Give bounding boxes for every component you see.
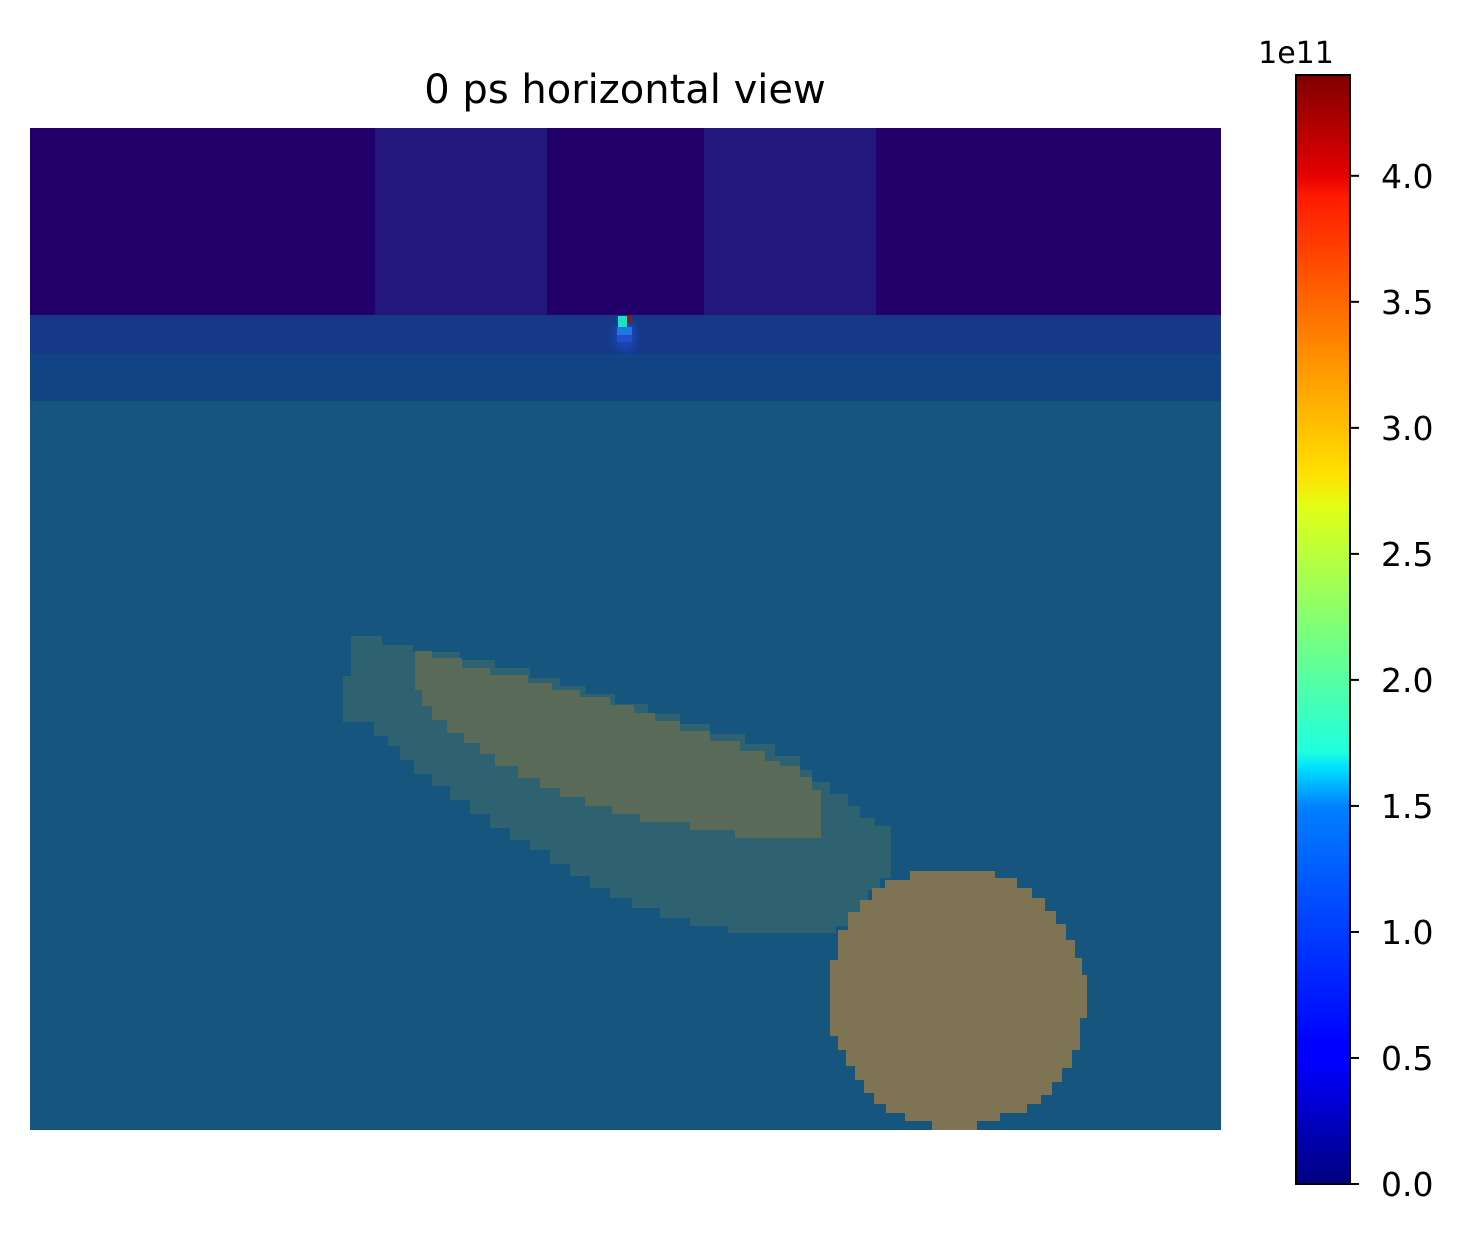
air-light-band-left bbox=[375, 128, 547, 315]
lobe-inner bbox=[415, 651, 821, 838]
colorbar-tick-label: 3.0 bbox=[1381, 409, 1433, 448]
chart-title: 0 ps horizontal view bbox=[424, 67, 825, 113]
colorbar-tick-label: 1.0 bbox=[1381, 913, 1433, 952]
field-hotspot bbox=[613, 315, 637, 352]
heatmap-image bbox=[30, 128, 1221, 1130]
hotspot-cell-high bbox=[618, 316, 627, 327]
colorbar-tick-label: 3.5 bbox=[1381, 283, 1433, 322]
colorbar-offset-text: 1e11 bbox=[1258, 36, 1334, 71]
colorbar-tick-label: 1.5 bbox=[1381, 787, 1433, 826]
air-light-band-right bbox=[704, 128, 876, 315]
colorbar-tick-label: 4.0 bbox=[1381, 157, 1433, 196]
hotspot-cell-low bbox=[617, 334, 632, 342]
colorbar: 1e11 0.0 0.5 1.0 1.5 2.0 2.5 3.0 3.5 4.0 bbox=[1258, 36, 1433, 1204]
colorbar-tick-label: 2.5 bbox=[1381, 535, 1433, 574]
hotspot-cell-peak bbox=[627, 315, 632, 323]
colorbar-tick-label: 0.5 bbox=[1381, 1039, 1433, 1078]
colorbar-tick-label: 0.0 bbox=[1381, 1165, 1433, 1204]
colorbar-gradient bbox=[1295, 74, 1351, 1185]
colorbar-ticks: 0.0 0.5 1.0 1.5 2.0 2.5 3.0 3.5 4.0 bbox=[1350, 157, 1433, 1204]
second-layer bbox=[30, 354, 1221, 401]
hotspot-cell-mid bbox=[617, 327, 632, 335]
sphere bbox=[830, 871, 1087, 1130]
air-region bbox=[30, 128, 1221, 315]
colorbar-tick-label: 2.0 bbox=[1381, 661, 1433, 700]
